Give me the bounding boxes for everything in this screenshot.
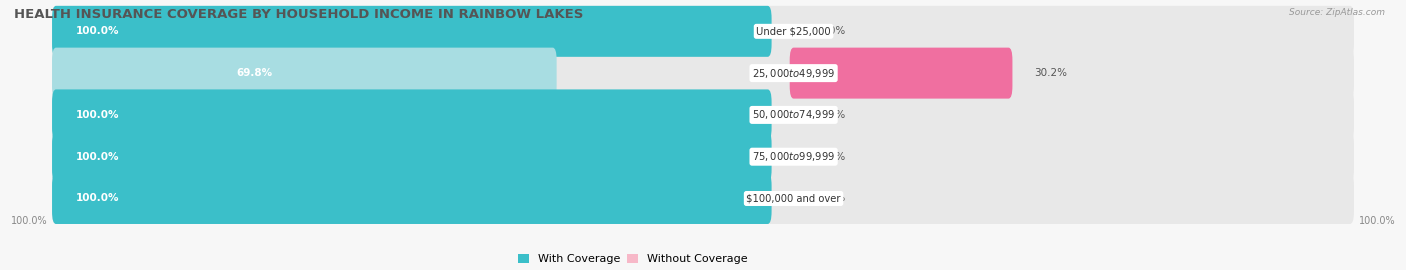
FancyBboxPatch shape xyxy=(52,48,1354,99)
FancyBboxPatch shape xyxy=(52,131,1354,182)
Text: 0.0%: 0.0% xyxy=(820,194,846,204)
Text: HEALTH INSURANCE COVERAGE BY HOUSEHOLD INCOME IN RAINBOW LAKES: HEALTH INSURANCE COVERAGE BY HOUSEHOLD I… xyxy=(14,8,583,21)
Legend: With Coverage, Without Coverage: With Coverage, Without Coverage xyxy=(513,249,752,269)
Text: $75,000 to $99,999: $75,000 to $99,999 xyxy=(752,150,835,163)
FancyBboxPatch shape xyxy=(52,173,1354,224)
FancyBboxPatch shape xyxy=(52,48,557,99)
FancyBboxPatch shape xyxy=(52,173,772,224)
FancyBboxPatch shape xyxy=(52,6,1354,57)
Text: 100.0%: 100.0% xyxy=(1358,217,1395,227)
FancyBboxPatch shape xyxy=(52,6,772,57)
Text: 100.0%: 100.0% xyxy=(76,152,120,162)
Text: $50,000 to $74,999: $50,000 to $74,999 xyxy=(752,109,835,122)
Text: Under $25,000: Under $25,000 xyxy=(756,26,831,36)
Text: 0.0%: 0.0% xyxy=(820,152,846,162)
Text: 0.0%: 0.0% xyxy=(820,26,846,36)
FancyBboxPatch shape xyxy=(790,48,1012,99)
Text: 100.0%: 100.0% xyxy=(76,110,120,120)
Text: 100.0%: 100.0% xyxy=(76,194,120,204)
Text: 0.0%: 0.0% xyxy=(820,110,846,120)
FancyBboxPatch shape xyxy=(52,89,1354,140)
Text: $25,000 to $49,999: $25,000 to $49,999 xyxy=(752,67,835,80)
Text: 30.2%: 30.2% xyxy=(1035,68,1067,78)
Text: Source: ZipAtlas.com: Source: ZipAtlas.com xyxy=(1289,8,1385,17)
Text: $100,000 and over: $100,000 and over xyxy=(747,194,841,204)
FancyBboxPatch shape xyxy=(52,89,772,140)
FancyBboxPatch shape xyxy=(52,131,772,182)
Text: 100.0%: 100.0% xyxy=(76,26,120,36)
Text: 100.0%: 100.0% xyxy=(11,217,48,227)
Text: 69.8%: 69.8% xyxy=(236,68,273,78)
